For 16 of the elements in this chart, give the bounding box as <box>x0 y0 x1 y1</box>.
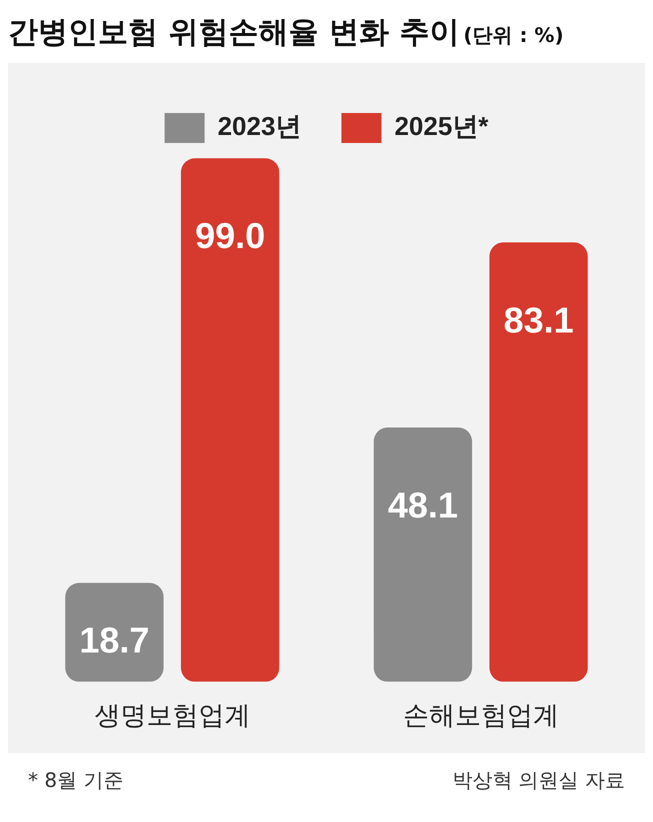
chart-title: 간병인보험 위험손해율 변화 추이 <box>8 14 460 52</box>
bar <box>65 582 164 682</box>
x-tick-label: 손해보험업계 <box>402 701 559 732</box>
bar <box>374 427 472 682</box>
data-label: 99.0 <box>195 215 266 256</box>
legend-label: 2023년 <box>218 111 302 142</box>
x-tick-label: 생명보험업계 <box>94 701 250 732</box>
data-label: 48.1 <box>388 484 458 526</box>
data-label: 18.7 <box>79 619 150 660</box>
data-label: 83.1 <box>504 299 574 340</box>
chart-subtitle: (단위 : %) <box>463 22 564 49</box>
legend-label: 2025년* <box>394 111 490 142</box>
text: * 8월 기준 <box>28 767 124 794</box>
bar <box>489 242 588 682</box>
bar <box>180 158 280 682</box>
text: 박상혁 의원실 자료 <box>452 767 625 794</box>
